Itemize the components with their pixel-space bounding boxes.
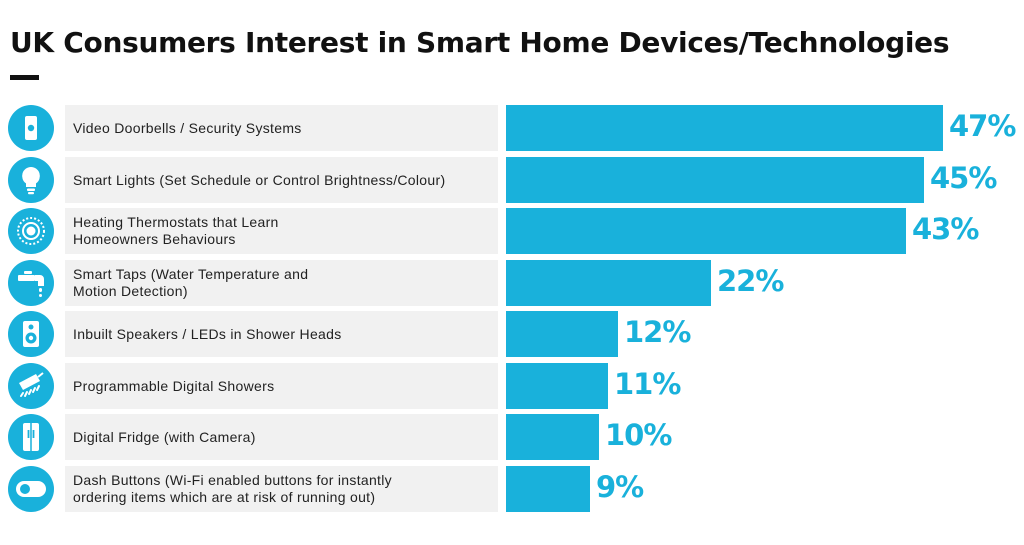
chart-row: Smart Lights (Set Schedule or Control Br… — [0, 157, 1024, 203]
category-label: Dash Buttons (Wi-Fi enabled buttons for … — [73, 472, 392, 505]
bar — [506, 157, 924, 203]
category-label-box: Programmable Digital Showers — [65, 363, 498, 409]
category-label-box: Video Doorbells / Security Systems — [65, 105, 498, 151]
bar — [506, 466, 590, 512]
chart-title: UK Consumers Interest in Smart Home Devi… — [10, 26, 950, 59]
chart-row: Inbuilt Speakers / LEDs in Shower Heads 1… — [0, 311, 1024, 357]
category-label: Video Doorbells / Security Systems — [73, 119, 302, 136]
bar — [506, 260, 711, 306]
chart-row: Video Doorbells / Security Systems 47% — [0, 105, 1024, 151]
value-label: 12% — [624, 315, 691, 349]
category-label: Inbuilt Speakers / LEDs in Shower Heads — [73, 325, 342, 342]
chart-row: Smart Taps (Water Temperature and Motion… — [0, 260, 1024, 306]
category-label: Digital Fridge (with Camera) — [73, 428, 256, 445]
category-label-box: Dash Buttons (Wi-Fi enabled buttons for … — [65, 466, 498, 512]
category-label-box: Heating Thermostats that Learn Homeowner… — [65, 208, 498, 254]
chart-row: Heating Thermostats that Learn Homeowner… — [0, 208, 1024, 254]
speaker-icon — [8, 311, 54, 357]
lightbulb-icon — [8, 157, 54, 203]
chart-row: Dash Buttons (Wi-Fi enabled buttons for … — [0, 466, 1024, 512]
bar — [506, 414, 599, 460]
bar — [506, 363, 608, 409]
category-label-box: Smart Lights (Set Schedule or Control Br… — [65, 157, 498, 203]
doorbell-icon — [8, 105, 54, 151]
title-underline — [10, 75, 39, 80]
category-label: Heating Thermostats that Learn Homeowner… — [73, 214, 279, 247]
category-label: Smart Lights (Set Schedule or Control Br… — [73, 171, 446, 188]
thermostat-icon — [8, 208, 54, 254]
value-label: 11% — [614, 367, 681, 401]
fridge-icon — [8, 414, 54, 460]
chart-row: Programmable Digital Showers 11% — [0, 363, 1024, 409]
bar — [506, 311, 618, 357]
dash-button-icon — [8, 466, 54, 512]
tap-icon — [8, 260, 54, 306]
category-label: Smart Taps (Water Temperature and Motion… — [73, 266, 309, 299]
category-label-box: Inbuilt Speakers / LEDs in Shower Heads — [65, 311, 498, 357]
bar — [506, 105, 943, 151]
category-label: Programmable Digital Showers — [73, 377, 275, 394]
value-label: 10% — [605, 418, 672, 452]
value-label: 45% — [930, 161, 997, 195]
category-label-box: Digital Fridge (with Camera) — [65, 414, 498, 460]
bar — [506, 208, 906, 254]
chart-row: Digital Fridge (with Camera) 10% — [0, 414, 1024, 460]
value-label: 47% — [949, 109, 1016, 143]
shower-icon — [8, 363, 54, 409]
value-label: 9% — [596, 470, 644, 504]
category-label-box: Smart Taps (Water Temperature and Motion… — [65, 260, 498, 306]
value-label: 43% — [912, 212, 979, 246]
value-label: 22% — [717, 264, 784, 298]
